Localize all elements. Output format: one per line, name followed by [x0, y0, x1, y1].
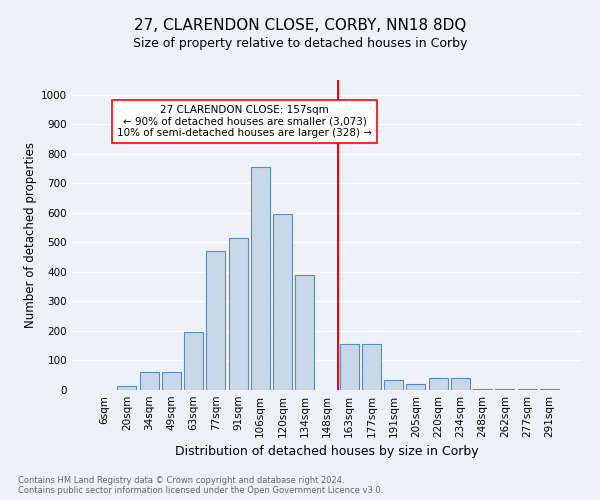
Bar: [518, 389, 536, 390]
Bar: [251, 167, 270, 390]
Text: Contains HM Land Registry data © Crown copyright and database right 2024.
Contai: Contains HM Land Registry data © Crown c…: [18, 476, 383, 495]
Bar: [229, 238, 248, 390]
Y-axis label: Number of detached properties: Number of detached properties: [24, 142, 37, 328]
Bar: [162, 372, 181, 390]
Bar: [273, 214, 292, 390]
Text: 27 CLARENDON CLOSE: 157sqm
← 90% of detached houses are smaller (3,073)
10% of s: 27 CLARENDON CLOSE: 157sqm ← 90% of deta…: [117, 104, 372, 138]
Bar: [140, 372, 158, 390]
Bar: [184, 332, 203, 390]
Bar: [496, 389, 514, 390]
Bar: [473, 388, 492, 390]
Bar: [451, 378, 470, 390]
Bar: [406, 384, 425, 390]
Text: 27, CLARENDON CLOSE, CORBY, NN18 8DQ: 27, CLARENDON CLOSE, CORBY, NN18 8DQ: [134, 18, 466, 32]
Bar: [429, 378, 448, 390]
Bar: [206, 251, 225, 390]
Bar: [118, 386, 136, 390]
Bar: [295, 275, 314, 390]
Bar: [340, 344, 359, 390]
Text: Size of property relative to detached houses in Corby: Size of property relative to detached ho…: [133, 38, 467, 51]
X-axis label: Distribution of detached houses by size in Corby: Distribution of detached houses by size …: [175, 446, 479, 458]
Bar: [540, 388, 559, 390]
Bar: [362, 344, 381, 390]
Bar: [384, 380, 403, 390]
